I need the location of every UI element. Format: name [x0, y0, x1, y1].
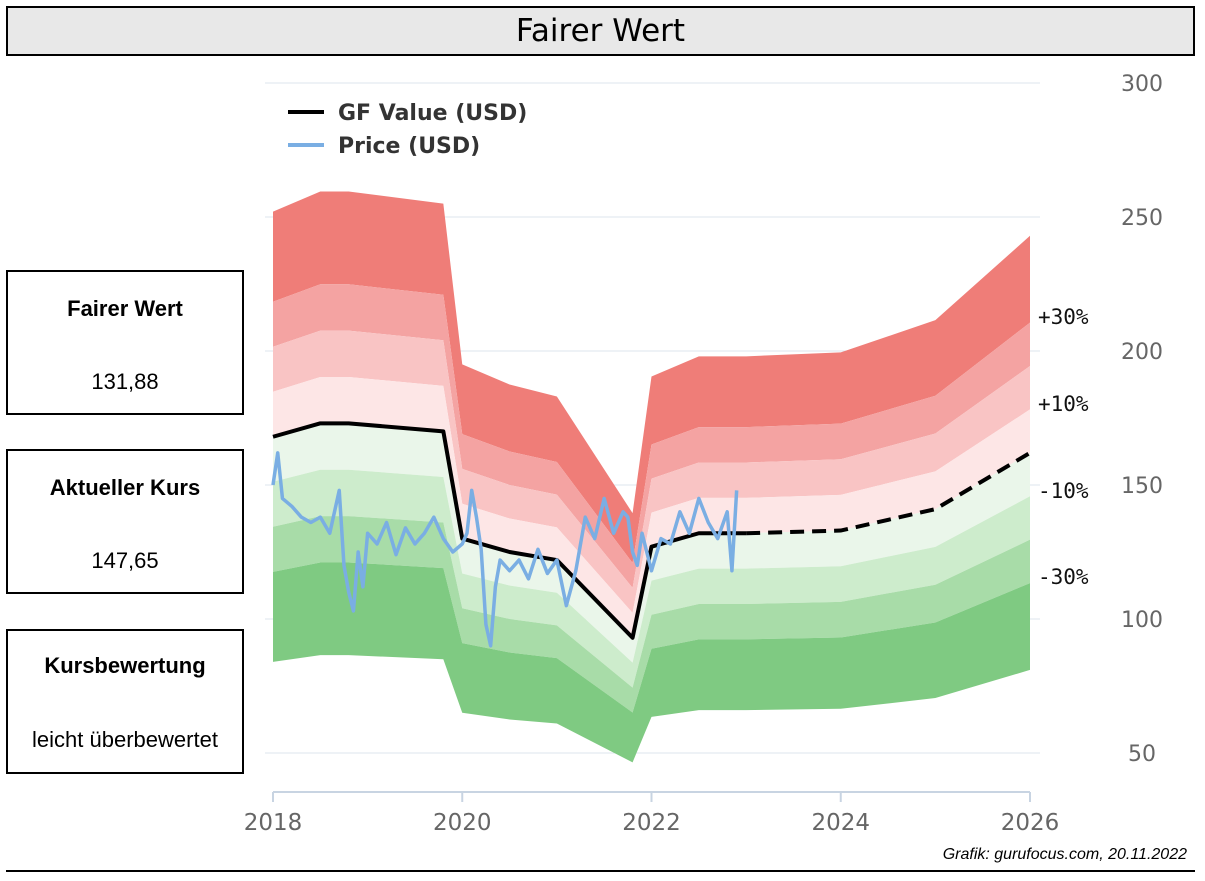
valuation-band — [273, 330, 1030, 613]
current-price-card: Aktueller Kurs 147,65 — [6, 449, 244, 594]
valuation-card: Kursbewertung leicht überbewertet — [6, 629, 244, 774]
valuation-label: Kursbewertung — [44, 653, 206, 678]
bottom-divider — [6, 870, 1195, 872]
y-tick-label: 50 — [1128, 742, 1156, 767]
valuation-band — [273, 562, 1030, 763]
valuation-band — [273, 423, 1030, 663]
valuation-band — [273, 376, 1030, 638]
y-tick-label: 250 — [1121, 206, 1163, 231]
gf-value-projection-line — [746, 451, 1032, 536]
fair-value-value: 131,88 — [91, 369, 159, 394]
valuation-band — [273, 284, 1030, 588]
valuation-band — [273, 191, 1030, 563]
legend-gf-value-label: GF Value (USD) — [338, 101, 527, 126]
band-label: +10% — [1038, 392, 1089, 416]
legend-price-label: Price (USD) — [338, 134, 480, 159]
band-label: -10% — [1038, 479, 1089, 503]
band-label: -30% — [1038, 565, 1089, 589]
y-tick-label: 200 — [1121, 340, 1163, 365]
y-tick-label: 150 — [1121, 474, 1163, 499]
y-tick-label: 300 — [1121, 72, 1163, 97]
current-price-label: Aktueller Kurs — [49, 475, 201, 500]
x-tick-label: 2022 — [622, 810, 681, 836]
fair-value-card: Fairer Wert 131,88 — [6, 270, 244, 415]
x-tick-label: 2018 — [244, 810, 303, 836]
valuation-band — [273, 516, 1030, 713]
current-price-value: 147,65 — [91, 548, 159, 573]
x-tick-label: 2020 — [433, 810, 492, 836]
x-tick-label: 2024 — [811, 810, 870, 836]
y-tick-label: 100 — [1121, 608, 1163, 633]
valuation-band — [273, 469, 1030, 688]
valuation-value: leicht überbewertet — [32, 727, 218, 752]
fair-value-label: Fairer Wert — [67, 296, 183, 321]
source-credit: Grafik: gurufocus.com, 20.11.2022 — [942, 846, 1187, 863]
x-tick-label: 2026 — [1001, 810, 1060, 836]
price-line — [271, 451, 739, 648]
band-label: +30% — [1038, 305, 1089, 329]
page-title: Fairer Wert — [6, 6, 1195, 56]
